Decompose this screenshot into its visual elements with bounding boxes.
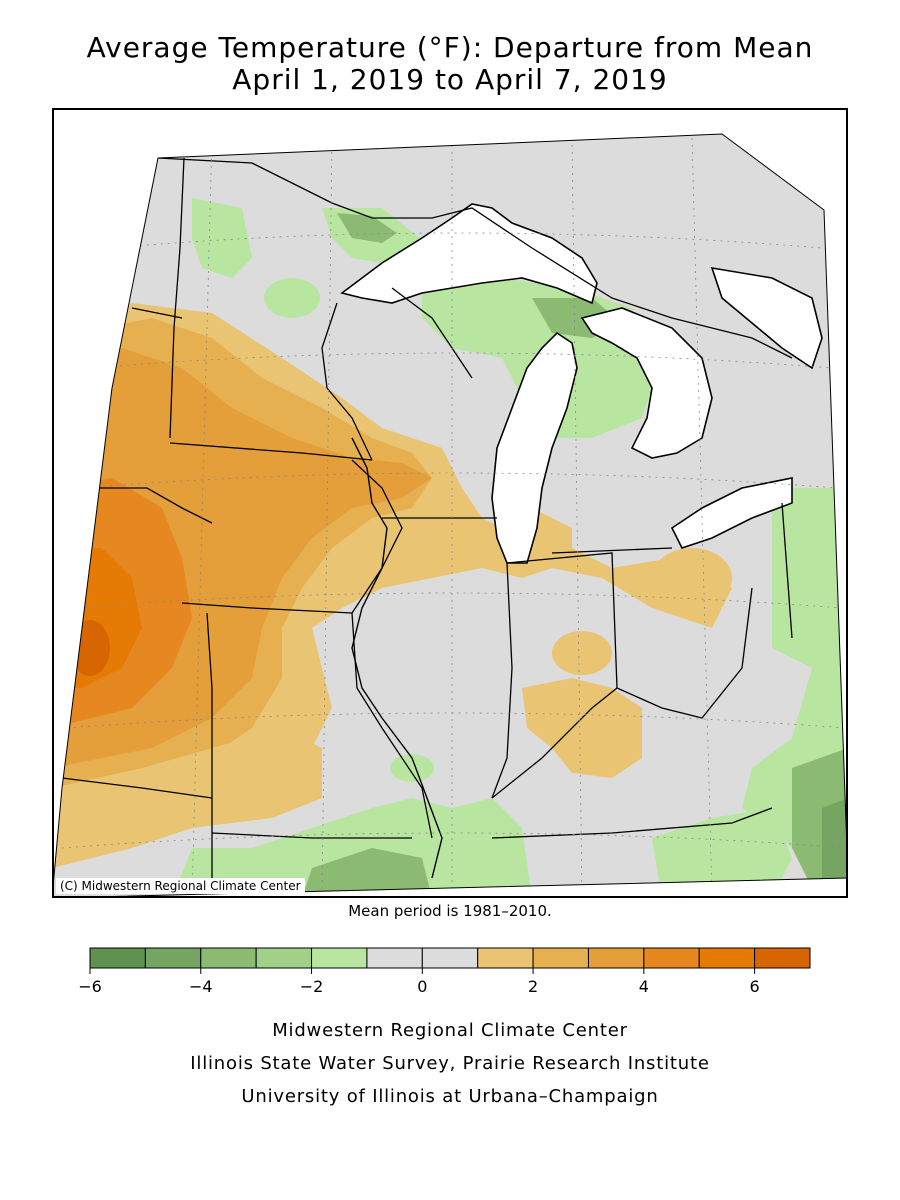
- cool-patch-mn: [264, 278, 320, 318]
- legend-swatch: [200, 947, 257, 969]
- legend-tick-label: 4: [639, 977, 649, 996]
- legend-swatch: [698, 947, 756, 969]
- boundary-ne-ks: [61, 777, 213, 799]
- credit-line-1: Midwestern Regional Climate Center: [272, 1020, 628, 1041]
- mean-period-note: Mean period is 1981–2010.: [348, 902, 552, 920]
- legend-swatch: [144, 947, 202, 969]
- legend-tick-label: −6: [78, 977, 102, 996]
- boundary-canada: [157, 157, 793, 359]
- warm-patch-ohio: [652, 548, 732, 608]
- cool-zone-south-dark: [302, 848, 432, 898]
- lake-ontario-fragment: [710, 266, 823, 370]
- boundary-oh-pa: [781, 502, 793, 639]
- legend-tick-label: −2: [300, 977, 324, 996]
- boundary-mn-wi: [321, 302, 373, 461]
- legend-swatch: [754, 947, 811, 969]
- graticule: [61, 137, 848, 898]
- warm-patch-indiana: [552, 631, 612, 675]
- boundary-in-ky: [491, 687, 618, 799]
- state-boundaries: [61, 157, 793, 898]
- boundary-ia-mo: [181, 602, 353, 614]
- legend-swatch: [587, 947, 645, 969]
- boundary-mn-ia: [169, 442, 373, 461]
- lake-superior: [340, 203, 598, 305]
- boundary-sd-ne: [82, 487, 213, 524]
- legend-swatch: [421, 947, 479, 969]
- map-region-outline: [52, 133, 848, 898]
- legend-tick-label: −4: [189, 977, 213, 996]
- legend-tick-label: 0: [417, 977, 427, 996]
- credit-line-2: Illinois State Water Survey, Prairie Res…: [190, 1053, 710, 1074]
- legend-swatch: [477, 947, 534, 969]
- cool-zone-east-darker: [822, 798, 848, 898]
- legend-swatch: [311, 947, 368, 969]
- boundary-mi-oh: [551, 547, 673, 554]
- map-frame-border: [52, 108, 848, 898]
- boundary-nd-mn: [169, 157, 185, 439]
- legend-swatch: [89, 947, 146, 969]
- warm-patch-southwest: [52, 728, 322, 868]
- lake-michigan: [491, 331, 578, 564]
- boundary-mi-wi: [391, 287, 473, 379]
- map-title: Average Temperature (°F): Departure from…: [86, 31, 814, 64]
- mississippi-river: [351, 437, 443, 879]
- legend-swatch: [643, 947, 700, 969]
- boundary-ky-tn: [491, 807, 773, 839]
- boundary-mo-west: [206, 612, 213, 898]
- copyright-label: (C) Midwestern Regional Climate Center: [56, 878, 305, 894]
- credit-line-3: University of Illinois at Urbana–Champai…: [241, 1086, 659, 1107]
- legend-swatch: [532, 947, 589, 969]
- legend-tick-label: 6: [750, 977, 760, 996]
- legend-tick-label: 2: [528, 977, 538, 996]
- warm-patch-kentucky: [522, 678, 642, 778]
- boundary-oh-ky: [616, 587, 753, 719]
- temperature-departure-map: [52, 108, 848, 898]
- cool-zone-north: [192, 198, 252, 278]
- boundary-mo-south: [211, 832, 412, 839]
- boundary-ia-il: [351, 459, 403, 614]
- color-legend: −6 −4 −2 0 2 4 6: [78, 947, 811, 996]
- legend-swatch: [366, 947, 423, 969]
- cool-zone-superior-dark: [337, 213, 397, 243]
- map-date-range: April 1, 2019 to April 7, 2019: [232, 63, 668, 96]
- great-lakes: [340, 203, 823, 564]
- boundary-in-oh: [506, 552, 618, 689]
- boundary-nd-sd: [131, 307, 183, 319]
- cool-zone-south: [172, 798, 532, 898]
- legend-swatch: [255, 947, 313, 969]
- lake-huron: [580, 307, 713, 459]
- cool-zone-se: [652, 808, 792, 898]
- cool-patch-il: [390, 754, 434, 782]
